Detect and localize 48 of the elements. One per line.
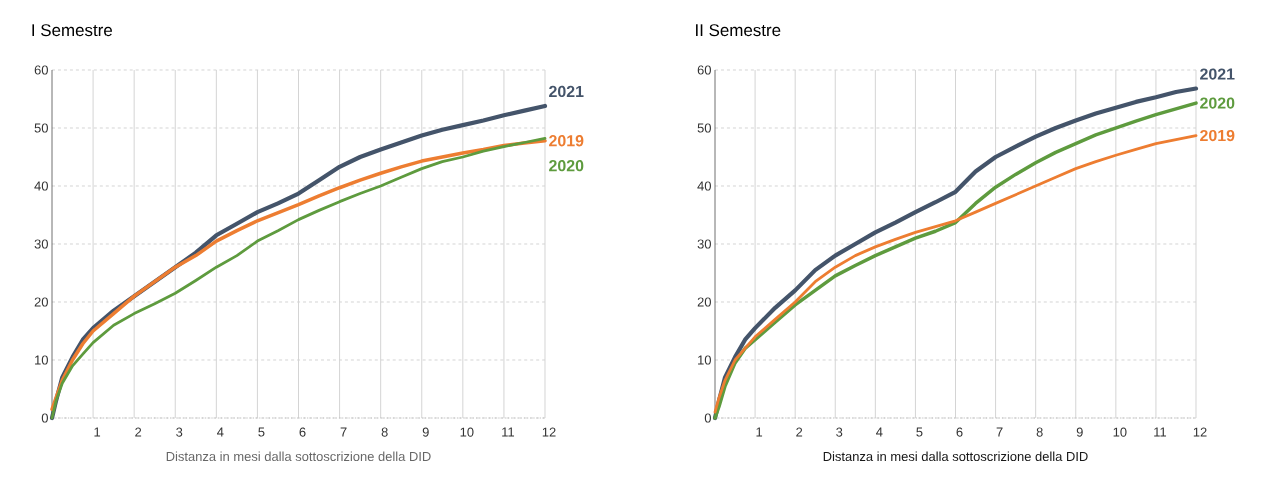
x-axis-title: Distanza in mesi dalla sottoscrizione della DID — [823, 451, 1088, 462]
y-tick-label: 50 — [697, 123, 711, 133]
x-tick-label: 2 — [135, 427, 142, 437]
x-tick-label: 10 — [460, 427, 474, 437]
y-tick-label: 50 — [34, 123, 48, 133]
x-tick-label: 9 — [422, 427, 429, 437]
y-tick-label: 60 — [34, 65, 48, 75]
x-tick-label: 5 — [258, 427, 265, 437]
x-tick-label: 9 — [1076, 427, 1083, 437]
y-tick-label: 30 — [34, 239, 48, 249]
y-tick-label: 60 — [697, 65, 711, 75]
y-tick-label: 20 — [34, 297, 48, 307]
chart-title: I Semestre — [32, 24, 112, 37]
y-tick-label: 0 — [704, 413, 711, 423]
x-tick-label: 6 — [956, 427, 963, 437]
y-tick-label: 10 — [698, 355, 711, 365]
x-tick-label: 11 — [1154, 427, 1167, 437]
x-tick-label: 1 — [756, 427, 763, 437]
x-tick-label: 8 — [381, 427, 388, 437]
x-tick-label: 6 — [299, 427, 306, 437]
y-tick-label: 0 — [41, 413, 48, 423]
x-tick-label: 8 — [1036, 427, 1043, 437]
x-axis-title: Distanza in mesi dalla sottoscrizione della DID — [166, 451, 431, 462]
y-tick-label: 30 — [697, 239, 711, 249]
chart-title: II Semestre — [696, 24, 781, 37]
x-tick-label: 12 — [1193, 427, 1207, 437]
y-tick-label: 40 — [697, 181, 711, 191]
x-tick-label: 1 — [94, 427, 101, 437]
x-tick-label: 4 — [876, 427, 883, 437]
x-tick-label: 10 — [1113, 427, 1127, 437]
x-tick-label: 5 — [916, 427, 923, 437]
x-tick-label: 7 — [996, 427, 1003, 437]
series-label: 2019 — [549, 135, 584, 147]
x-tick-label: 3 — [176, 427, 183, 437]
x-tick-label: 2 — [796, 427, 803, 437]
series-label: 2021 — [1200, 68, 1235, 80]
x-tick-label: 11 — [502, 427, 515, 437]
series-label: 2020 — [1200, 97, 1235, 109]
x-tick-label: 7 — [340, 427, 347, 437]
y-tick-label: 40 — [34, 181, 48, 191]
series-label: 2021 — [549, 85, 584, 98]
x-tick-label: 3 — [836, 427, 843, 437]
y-tick-label: 20 — [697, 297, 711, 307]
series-label: 2019 — [1200, 129, 1235, 142]
x-tick-label: 12 — [542, 427, 556, 437]
y-tick-label: 10 — [35, 355, 48, 365]
x-tick-label: 4 — [217, 427, 224, 437]
series-label: 2020 — [549, 160, 584, 172]
